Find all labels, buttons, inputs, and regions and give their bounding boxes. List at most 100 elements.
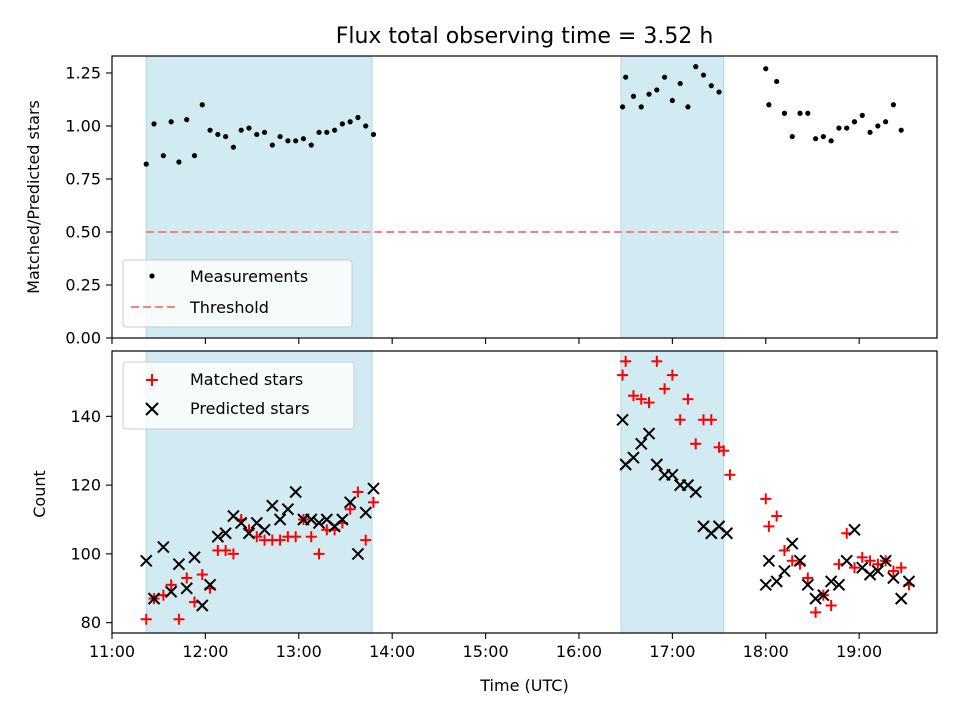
matched-star-point xyxy=(305,531,317,543)
matched-star-point xyxy=(659,383,671,395)
measurement-point xyxy=(789,133,795,140)
matched-star-point xyxy=(763,520,775,532)
matched-star-point xyxy=(724,469,736,481)
top-y-tick-label: 1.00 xyxy=(65,116,101,135)
matched-star-point xyxy=(786,555,798,567)
matched-star-point xyxy=(274,534,286,546)
legend-matched-marker xyxy=(146,374,158,386)
measurement-point xyxy=(700,72,707,78)
measurement-point xyxy=(261,129,268,135)
measurement-point xyxy=(654,87,660,93)
matched-star-point xyxy=(666,369,678,381)
predicted-star-point xyxy=(367,482,380,495)
bottom-y-axis-label: Count xyxy=(30,470,49,518)
measurement-point xyxy=(143,161,149,167)
legend-threshold-label: Threshold xyxy=(189,298,269,317)
predicted-star-point xyxy=(786,537,799,550)
measurement-point xyxy=(677,80,683,87)
measurement-point xyxy=(223,133,229,140)
predicted-star-point xyxy=(902,575,916,588)
measurement-point xyxy=(619,104,626,110)
matched-star-point xyxy=(674,414,686,426)
legend-measurements-label: Measurements xyxy=(190,267,308,286)
measurement-point xyxy=(191,153,198,159)
matched-star-point xyxy=(290,531,302,543)
top-y-tick-label: 1.25 xyxy=(65,63,101,82)
predicted-star-point xyxy=(359,506,372,519)
predicted-star-point xyxy=(689,485,702,499)
predicted-star-point xyxy=(848,523,861,537)
measurement-point xyxy=(277,133,283,140)
matched-star-point xyxy=(895,562,907,574)
predicted-star-point xyxy=(234,516,248,530)
measurement-point xyxy=(215,131,221,138)
legend-measurements-marker xyxy=(149,273,155,279)
measurement-point xyxy=(898,127,904,133)
predicted-star-point xyxy=(219,527,232,540)
measurement-point xyxy=(331,127,338,133)
measurement-point xyxy=(168,119,174,125)
measurement-point xyxy=(883,119,889,125)
measurement-point xyxy=(766,102,772,108)
measurement-point xyxy=(285,138,291,144)
matched-star-point xyxy=(627,390,639,402)
measurement-point xyxy=(708,83,714,89)
matched-star-point xyxy=(760,493,772,505)
predicted-star-point xyxy=(188,551,201,564)
predicted-star-point xyxy=(627,451,640,464)
measurement-point xyxy=(836,125,842,131)
bottom-x-tick-label: 12:00 xyxy=(182,642,228,661)
matched-star-point xyxy=(344,503,356,515)
predicted-star-point xyxy=(759,578,772,592)
matched-star-point xyxy=(227,548,239,560)
predicted-star-point xyxy=(312,516,326,530)
measurement-point xyxy=(238,127,244,133)
matched-star-point xyxy=(802,572,814,584)
bottom-x-tick-label: 19:00 xyxy=(836,642,882,661)
matched-star-point xyxy=(856,551,868,563)
measurement-point xyxy=(370,131,377,138)
predicted-star-point xyxy=(879,554,892,567)
top-y-ticks: 0.00 0.25 0.50 0.75 1.00 1.25 xyxy=(65,63,112,348)
top-y-axis-label: Matched/Predicted stars xyxy=(24,100,43,294)
bottom-y-tick-label: 100 xyxy=(70,544,101,563)
matched-star-point xyxy=(887,565,899,577)
matched-star-point xyxy=(690,438,702,450)
matched-star-point xyxy=(771,510,783,522)
predicted-star-point xyxy=(801,578,815,592)
measurement-point xyxy=(774,78,780,85)
top-y-tick-label: 0.00 xyxy=(65,329,101,348)
predicted-star-point xyxy=(273,513,287,526)
bottom-x-tick-label: 16:00 xyxy=(556,642,602,661)
measurement-point xyxy=(812,136,819,142)
matched-star-point xyxy=(181,572,193,584)
measurement-point xyxy=(763,66,769,72)
measurement-point xyxy=(339,121,345,127)
bottom-axes-frame xyxy=(111,350,938,634)
matched-star-point xyxy=(682,393,694,405)
bottom-legend: Matched stars Predicted stars xyxy=(122,361,355,430)
matched-star-point xyxy=(849,562,860,574)
matched-star-point xyxy=(140,613,152,625)
legend-matched-label: Matched stars xyxy=(190,370,303,389)
measurement-point xyxy=(363,123,369,129)
predicted-star-point xyxy=(336,513,349,526)
predicted-star-point xyxy=(809,592,822,605)
predicted-star-point xyxy=(147,592,161,605)
legend-predicted-marker xyxy=(145,402,159,416)
predicted-star-point xyxy=(351,547,365,561)
measurement-point xyxy=(661,74,668,80)
predicted-star-point xyxy=(817,588,830,602)
top-legend-box xyxy=(122,259,353,328)
matched-star-point xyxy=(825,599,837,611)
measurement-point xyxy=(638,104,644,110)
measurement-point xyxy=(254,131,260,138)
bottom-x-tick-label: 18:00 xyxy=(743,642,789,661)
measurement-point xyxy=(160,153,166,159)
predicted-star-point xyxy=(343,496,357,509)
measurement-point xyxy=(797,110,803,116)
measurement-point xyxy=(269,142,275,148)
matched-star-point xyxy=(173,613,185,625)
predicted-star-point xyxy=(894,592,908,605)
measurement-point xyxy=(646,91,652,97)
